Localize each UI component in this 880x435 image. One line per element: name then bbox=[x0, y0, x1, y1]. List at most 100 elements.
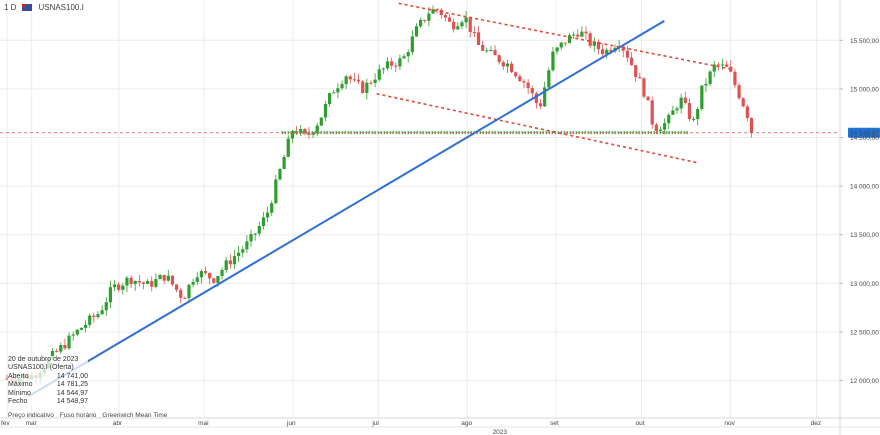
x-tick-label: mai bbox=[198, 420, 208, 427]
x-tick-label: abr bbox=[113, 420, 123, 427]
candle-body bbox=[390, 61, 394, 66]
candle-body bbox=[704, 83, 708, 86]
candle-body bbox=[406, 52, 410, 57]
x-tick-label: nov bbox=[724, 420, 735, 427]
candle-body bbox=[716, 64, 720, 66]
candle-body bbox=[241, 249, 245, 253]
candle-body bbox=[129, 277, 133, 285]
candle-body bbox=[212, 278, 216, 283]
candle-body bbox=[588, 33, 592, 46]
channel-lower-line bbox=[376, 92, 698, 164]
candle-body bbox=[79, 327, 84, 330]
candle-body bbox=[501, 62, 505, 67]
candle-body bbox=[638, 77, 642, 79]
timezone-value[interactable]: Greenwich Mean Time bbox=[102, 412, 168, 419]
candle-body bbox=[344, 76, 348, 85]
candle-body bbox=[112, 284, 117, 288]
candle-body bbox=[650, 100, 654, 125]
candle-body bbox=[55, 351, 59, 353]
candle-body bbox=[75, 329, 79, 335]
x-tick-label: jun bbox=[286, 420, 296, 427]
candle-body bbox=[621, 46, 625, 51]
candle-body bbox=[725, 64, 729, 67]
candle-body bbox=[348, 76, 352, 80]
candle-body bbox=[137, 281, 141, 283]
candle-body bbox=[534, 93, 539, 104]
candle-body bbox=[303, 129, 307, 133]
candle-body bbox=[493, 50, 497, 56]
candle-body bbox=[216, 275, 220, 283]
candle-body bbox=[414, 26, 419, 37]
candle-body bbox=[514, 72, 518, 77]
symbol-label[interactable]: USNAS100.I bbox=[38, 3, 84, 12]
candle-body bbox=[712, 64, 716, 72]
timeframe-label[interactable]: 1 D bbox=[4, 3, 17, 12]
y-tick-label: 13 000,00 bbox=[850, 281, 879, 288]
candle-body bbox=[472, 32, 476, 34]
candle-body bbox=[580, 31, 584, 37]
price-type-label: Preço indicativo bbox=[8, 412, 54, 419]
candle-body bbox=[423, 19, 427, 21]
y-tick-label: 13 500,00 bbox=[850, 232, 879, 239]
candle-body bbox=[663, 123, 667, 130]
candle-body bbox=[59, 345, 63, 352]
x-tick-label: fev bbox=[1, 420, 10, 427]
candle-body bbox=[377, 69, 381, 80]
candle-body bbox=[63, 345, 67, 349]
candle-body bbox=[605, 49, 609, 55]
y-tick-label: 14 500,00 bbox=[850, 135, 879, 142]
candle-body bbox=[257, 225, 261, 234]
candle-body bbox=[634, 65, 638, 78]
candle-body bbox=[691, 119, 696, 121]
candle-body bbox=[476, 32, 481, 45]
info-row-open: Aberto 14 741,00 bbox=[8, 372, 88, 380]
candle-body bbox=[249, 234, 253, 242]
candle-body bbox=[443, 15, 448, 18]
candle-body bbox=[117, 284, 121, 290]
candle-body bbox=[195, 277, 199, 282]
candle-body bbox=[551, 51, 555, 71]
current-price-badge bbox=[848, 127, 880, 138]
candle-body bbox=[356, 79, 361, 82]
candle-body bbox=[5, 378, 9, 380]
candle-body bbox=[592, 41, 596, 46]
candle-body bbox=[737, 85, 741, 99]
candle-body bbox=[720, 64, 725, 66]
candle-body bbox=[369, 82, 373, 84]
candle-body bbox=[381, 68, 385, 70]
candle-body bbox=[658, 129, 663, 131]
candle-body bbox=[232, 256, 237, 265]
candle-body bbox=[332, 92, 336, 94]
channel-upper-line bbox=[398, 2, 734, 71]
candle-body bbox=[150, 280, 154, 287]
candle-body bbox=[183, 297, 187, 299]
candle-body bbox=[336, 88, 340, 93]
candle-body bbox=[505, 63, 510, 67]
candle-body bbox=[274, 179, 278, 204]
candle-body bbox=[141, 282, 146, 284]
candle-body bbox=[92, 315, 96, 318]
candle-body bbox=[154, 279, 158, 287]
candle-body bbox=[555, 47, 559, 52]
candle-body bbox=[294, 131, 299, 134]
candle-body bbox=[104, 302, 108, 311]
candle-body bbox=[199, 271, 203, 278]
candle-body bbox=[410, 36, 414, 53]
candle-body bbox=[447, 17, 452, 22]
candle-body bbox=[323, 104, 328, 118]
candle-body bbox=[71, 334, 75, 336]
candle-body bbox=[431, 9, 435, 14]
candle-body bbox=[394, 65, 398, 67]
candle-body bbox=[530, 88, 534, 94]
candle-body bbox=[385, 61, 390, 69]
candle-body bbox=[286, 138, 290, 157]
candle-body bbox=[518, 76, 522, 82]
candle-body bbox=[100, 310, 104, 315]
trend-line bbox=[28, 19, 665, 397]
y-tick-label: 12 500,00 bbox=[850, 329, 879, 336]
candle-body bbox=[108, 287, 112, 303]
candle-body bbox=[543, 87, 547, 107]
x-tick-label: dez bbox=[811, 420, 821, 427]
candle-body bbox=[745, 106, 749, 119]
